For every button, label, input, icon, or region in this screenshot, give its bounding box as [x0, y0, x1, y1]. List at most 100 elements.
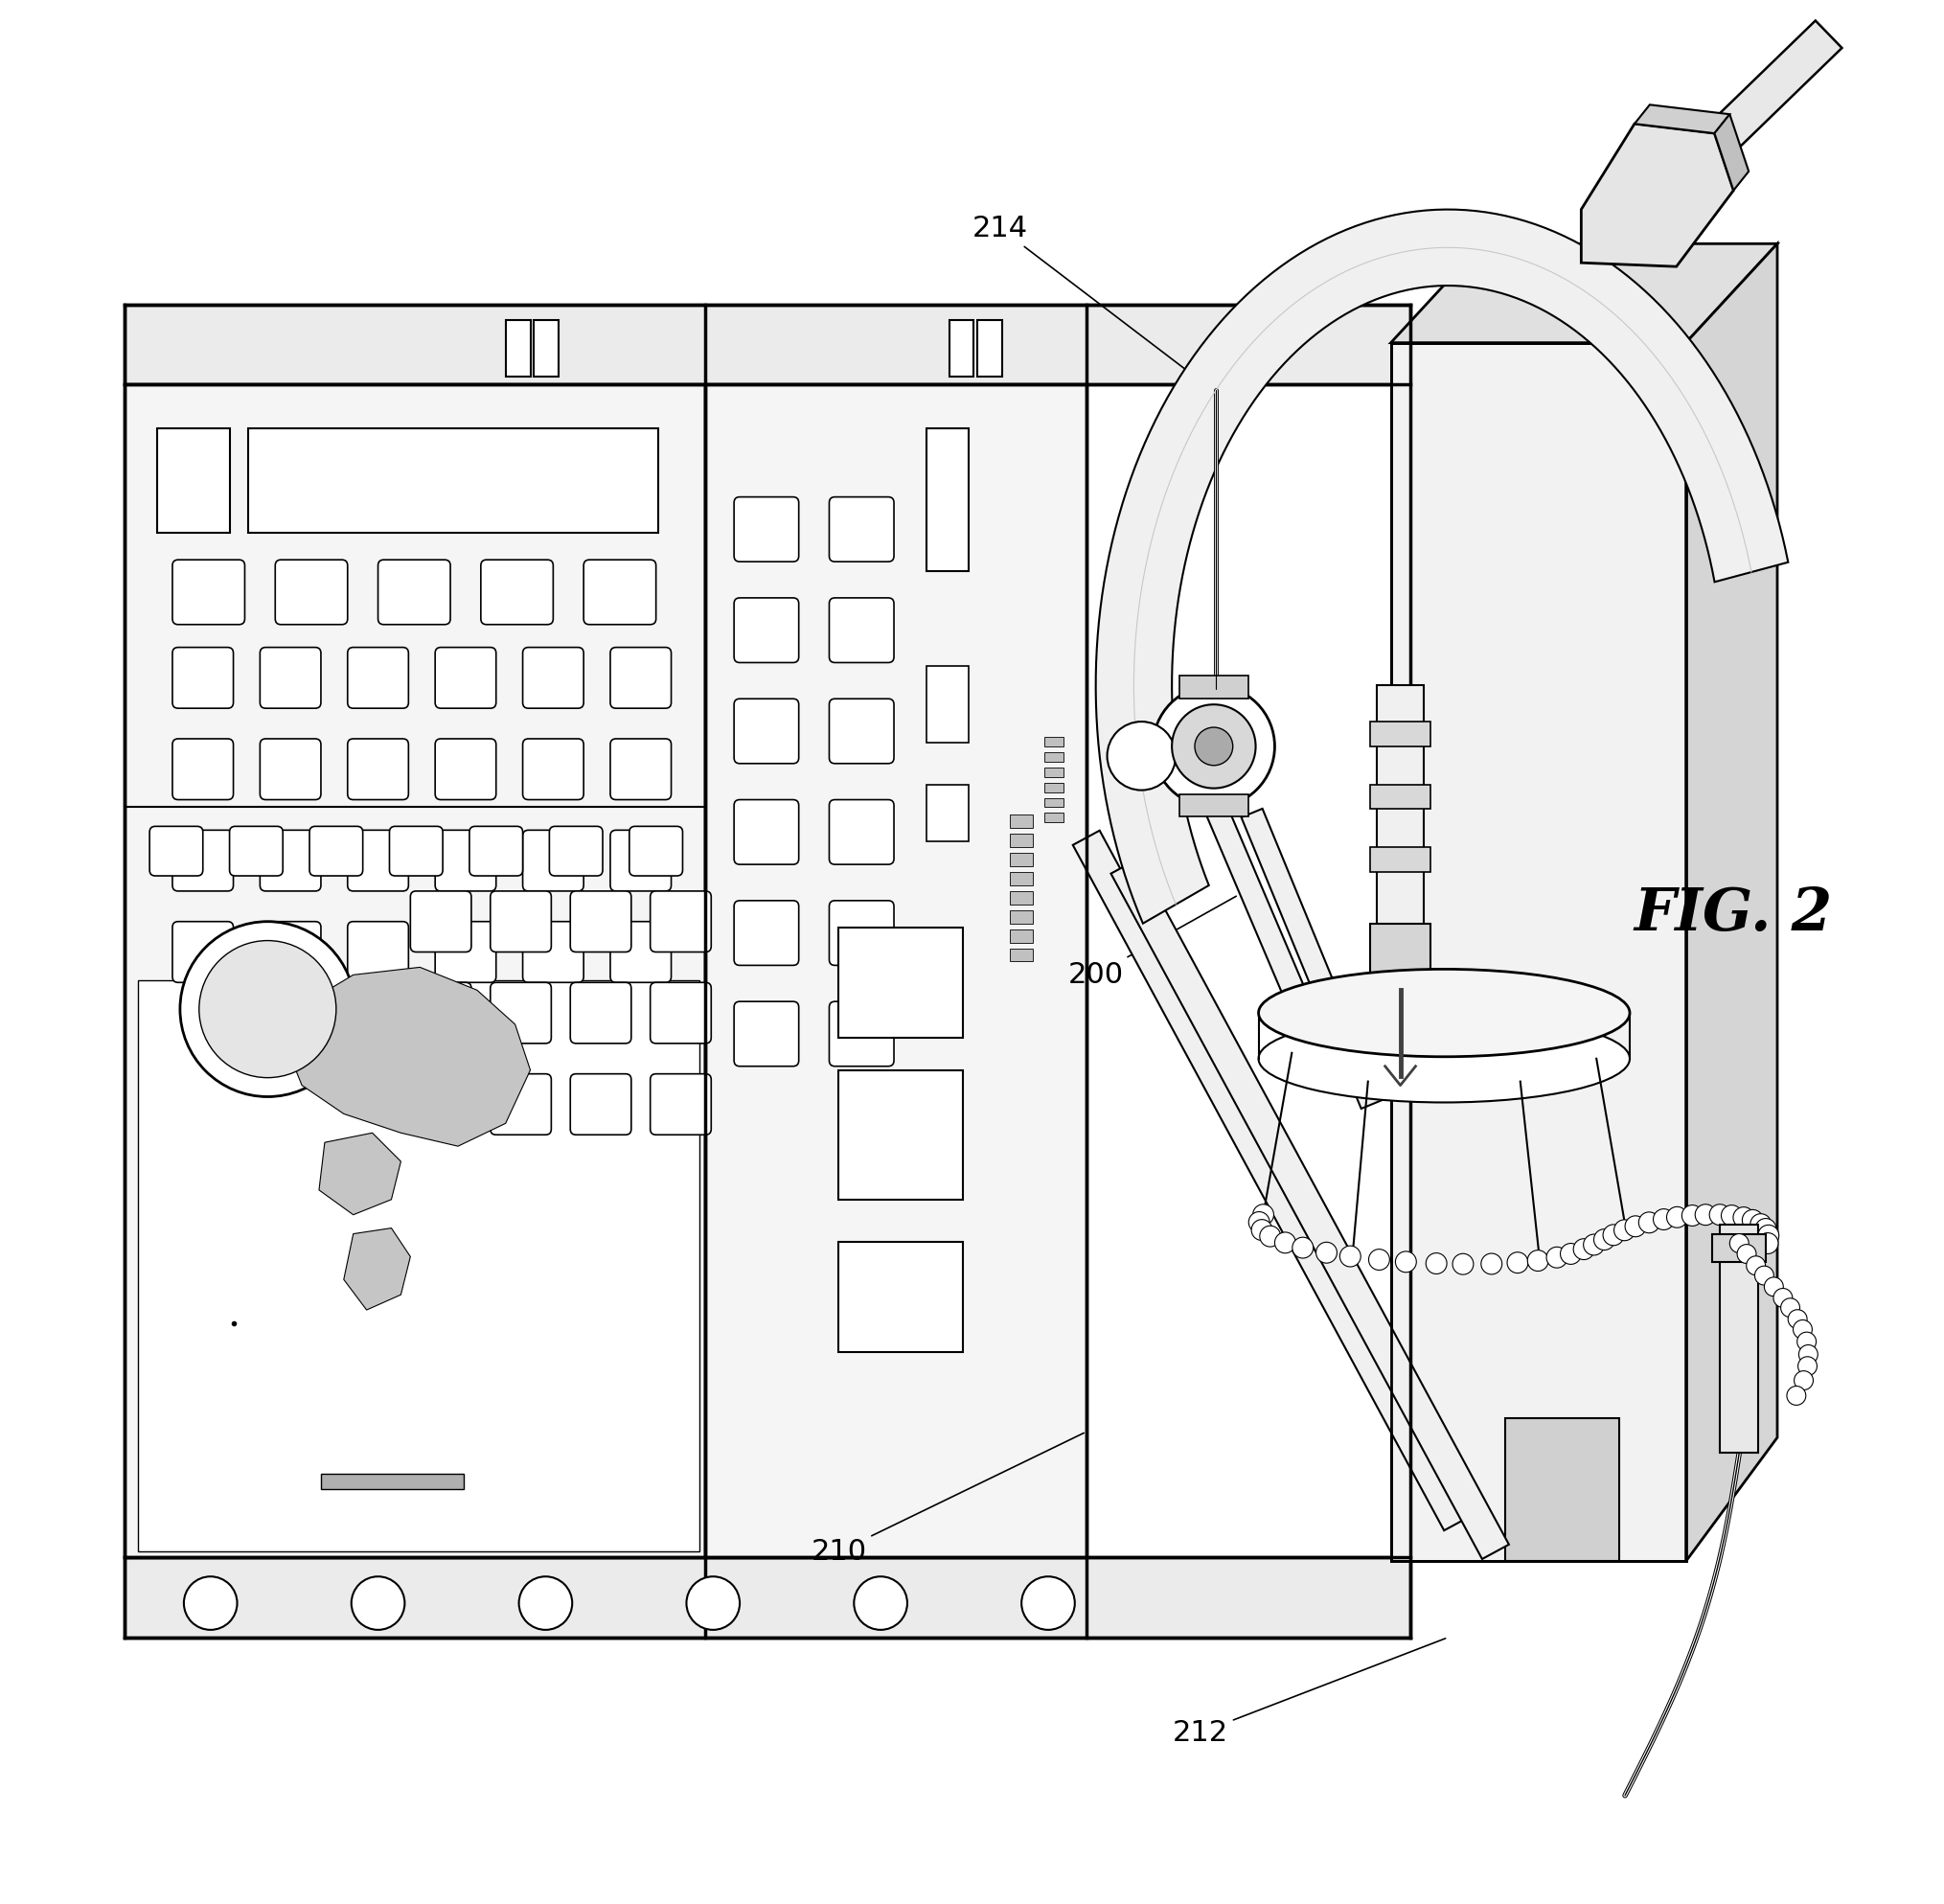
FancyBboxPatch shape: [173, 922, 233, 982]
FancyBboxPatch shape: [469, 826, 523, 876]
Text: 214: 214: [972, 215, 1198, 379]
Bar: [978, 320, 1003, 377]
FancyBboxPatch shape: [260, 830, 321, 891]
FancyBboxPatch shape: [570, 1074, 632, 1135]
Circle shape: [1594, 1230, 1615, 1251]
Circle shape: [1742, 1209, 1763, 1230]
Polygon shape: [282, 967, 531, 1146]
FancyBboxPatch shape: [735, 497, 799, 562]
FancyBboxPatch shape: [309, 826, 364, 876]
Bar: [1180, 794, 1248, 817]
Circle shape: [1755, 1266, 1773, 1285]
Circle shape: [853, 1577, 908, 1630]
FancyBboxPatch shape: [830, 901, 894, 965]
Polygon shape: [319, 1133, 400, 1215]
Circle shape: [1316, 1241, 1337, 1262]
Circle shape: [1545, 1247, 1567, 1268]
FancyBboxPatch shape: [389, 826, 443, 876]
FancyBboxPatch shape: [173, 647, 233, 708]
Polygon shape: [1635, 105, 1730, 133]
Bar: [124, 385, 706, 1557]
Circle shape: [1153, 685, 1275, 807]
Circle shape: [1757, 1234, 1779, 1253]
Circle shape: [1573, 1240, 1594, 1260]
Bar: [925, 428, 968, 571]
Circle shape: [1639, 1213, 1660, 1234]
FancyBboxPatch shape: [570, 891, 632, 952]
Polygon shape: [1720, 1224, 1757, 1453]
Circle shape: [1196, 727, 1232, 765]
FancyBboxPatch shape: [830, 497, 894, 562]
Circle shape: [1625, 1217, 1647, 1238]
Circle shape: [1792, 1319, 1812, 1339]
FancyBboxPatch shape: [260, 922, 321, 982]
Bar: [249, 428, 657, 533]
FancyBboxPatch shape: [435, 739, 496, 800]
Bar: [138, 981, 700, 1552]
FancyBboxPatch shape: [610, 830, 671, 891]
Polygon shape: [1631, 21, 1843, 227]
Circle shape: [686, 1577, 741, 1630]
Bar: [1371, 847, 1431, 872]
FancyBboxPatch shape: [830, 699, 894, 764]
FancyBboxPatch shape: [523, 830, 583, 891]
Polygon shape: [1390, 244, 1777, 343]
FancyBboxPatch shape: [173, 830, 233, 891]
Circle shape: [1369, 1249, 1390, 1270]
Circle shape: [352, 1577, 404, 1630]
Circle shape: [1260, 1226, 1281, 1247]
Bar: [1044, 737, 1063, 746]
FancyBboxPatch shape: [649, 891, 712, 952]
FancyBboxPatch shape: [610, 739, 671, 800]
Bar: [1011, 929, 1032, 942]
FancyBboxPatch shape: [229, 826, 282, 876]
Circle shape: [1021, 1577, 1075, 1630]
FancyBboxPatch shape: [630, 826, 682, 876]
FancyBboxPatch shape: [260, 647, 321, 708]
FancyBboxPatch shape: [410, 891, 470, 952]
Bar: [1011, 891, 1032, 904]
FancyBboxPatch shape: [490, 982, 552, 1043]
Circle shape: [1561, 1243, 1580, 1264]
FancyBboxPatch shape: [523, 922, 583, 982]
Circle shape: [1528, 1251, 1549, 1272]
Polygon shape: [1073, 830, 1472, 1531]
Polygon shape: [1110, 859, 1509, 1559]
Circle shape: [1734, 1207, 1753, 1228]
Circle shape: [1794, 1371, 1814, 1390]
Text: FIG. 2: FIG. 2: [1635, 885, 1833, 942]
Circle shape: [1339, 1245, 1361, 1266]
Bar: [1390, 343, 1685, 1561]
Circle shape: [1108, 722, 1176, 790]
Circle shape: [1452, 1253, 1474, 1274]
FancyBboxPatch shape: [348, 739, 408, 800]
FancyBboxPatch shape: [348, 922, 408, 982]
Bar: [1044, 767, 1063, 777]
Bar: [1011, 948, 1032, 962]
FancyBboxPatch shape: [523, 739, 583, 800]
Circle shape: [185, 1577, 237, 1630]
Bar: [1371, 722, 1431, 746]
FancyBboxPatch shape: [260, 739, 321, 800]
Bar: [1044, 798, 1063, 807]
Circle shape: [1248, 1211, 1269, 1232]
Bar: [1044, 752, 1063, 762]
Bar: [1011, 834, 1032, 847]
Polygon shape: [344, 1228, 410, 1310]
Circle shape: [1750, 1213, 1771, 1234]
Circle shape: [1738, 1245, 1755, 1264]
Text: 212: 212: [1172, 1639, 1446, 1746]
Bar: [1044, 783, 1063, 792]
Bar: [838, 1070, 962, 1200]
Polygon shape: [1376, 685, 1425, 990]
Bar: [1713, 1234, 1765, 1262]
FancyBboxPatch shape: [550, 826, 603, 876]
FancyBboxPatch shape: [173, 560, 245, 625]
Ellipse shape: [1258, 969, 1629, 1057]
FancyBboxPatch shape: [570, 982, 632, 1043]
Text: 210: 210: [811, 1434, 1085, 1565]
Bar: [1371, 923, 1431, 990]
Bar: [838, 927, 962, 1038]
Circle shape: [1682, 1205, 1703, 1226]
FancyBboxPatch shape: [377, 560, 451, 625]
